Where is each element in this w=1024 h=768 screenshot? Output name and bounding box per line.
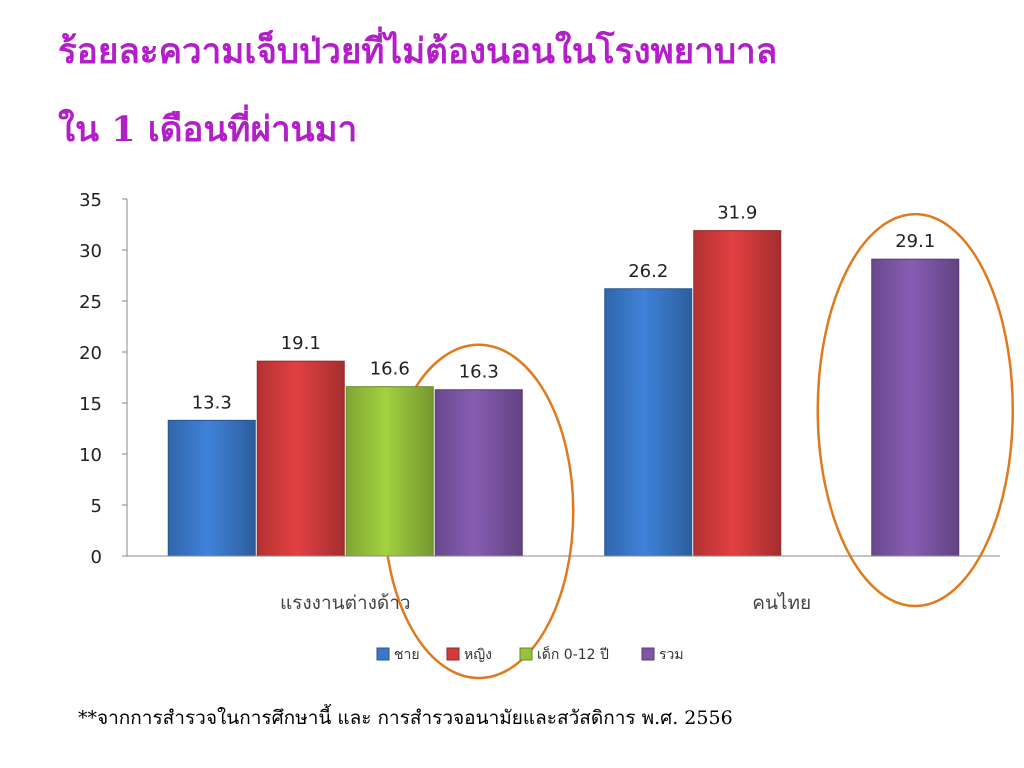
bar-value-label: 16.6 (370, 359, 410, 380)
y-tick-label: 35 (79, 190, 102, 211)
y-tick-label: 25 (79, 292, 102, 313)
chart-title-line-1: ร้อยละความเจ็บป่วยที่ไม่ต้องนอนในโรงพยาบ… (58, 31, 778, 72)
y-tick-label: 10 (79, 445, 102, 466)
bar-1-3 (345, 386, 434, 557)
y-tick-label: 20 (79, 343, 102, 364)
bar-2-4 (871, 258, 960, 557)
y-tick-label: 15 (79, 394, 102, 415)
legend-swatch (376, 647, 390, 661)
bar-value-label: 31.9 (717, 203, 757, 224)
highlight-ellipse (816, 212, 1014, 608)
bar-value-label: 29.1 (895, 231, 935, 252)
legend-swatch (519, 647, 533, 661)
footnote: **จากการสำรวจในการศึกษานี้ และ การสำรวจอ… (78, 707, 733, 729)
y-tick-label: 0 (91, 547, 102, 568)
y-tick-label: 30 (79, 241, 102, 262)
chart-title-line-2: ใน 1 เดือนที่ผ่านมา (58, 109, 358, 150)
legend-swatch (641, 647, 655, 661)
bar-value-label: 19.1 (281, 333, 321, 354)
bar-1-1 (167, 419, 256, 557)
legend-label: หญิง (464, 647, 492, 663)
y-tick-label: 5 (91, 496, 102, 517)
x-category-label: คนไทย (752, 592, 811, 614)
bar-value-label: 13.3 (192, 392, 232, 413)
legend-label: เด็ก 0-12 ปี (537, 645, 609, 663)
legend-label: รวม (659, 647, 684, 663)
bar-2-1 (604, 288, 693, 557)
bar-1-4 (434, 389, 523, 557)
bar-1-2 (256, 360, 345, 557)
bar-value-label: 26.2 (628, 261, 668, 282)
bar-2-2 (693, 230, 782, 557)
legend-label: ชาย (394, 647, 420, 663)
legend-swatch (446, 647, 460, 661)
bar-value-label: 16.3 (459, 362, 499, 383)
x-category-label: แรงงานต่างด้าว (280, 592, 411, 614)
bar-chart: 13.3 19.1 16.6 16.3 26.2 31.9 29.1 0 5 10 15 20 25 3… (79, 190, 1014, 680)
